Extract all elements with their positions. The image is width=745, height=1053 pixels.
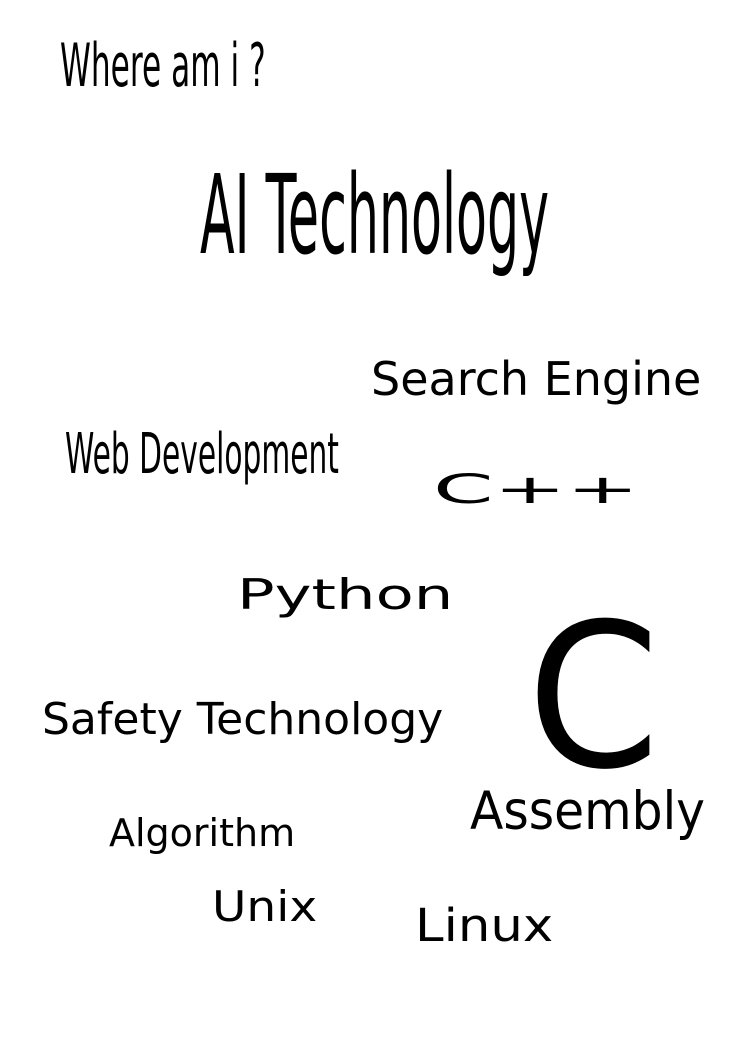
word-c: C [527,581,660,814]
word-search-engine: Search Engine [371,352,702,406]
word-unix: Unix [212,882,318,931]
word-algorithm: Algorithm [109,811,296,855]
word-cpp: C++ [433,466,640,514]
word-linux: Linux [415,899,554,952]
page-heading: Where am i ? [60,31,266,101]
word-web-development: Web Development [65,422,339,487]
word-python: Python [237,570,454,620]
word-assembly: Assembly [470,781,706,842]
word-safety-technology: Safety Technology [42,694,444,745]
word-ai-technology: AI Technology [200,151,550,279]
